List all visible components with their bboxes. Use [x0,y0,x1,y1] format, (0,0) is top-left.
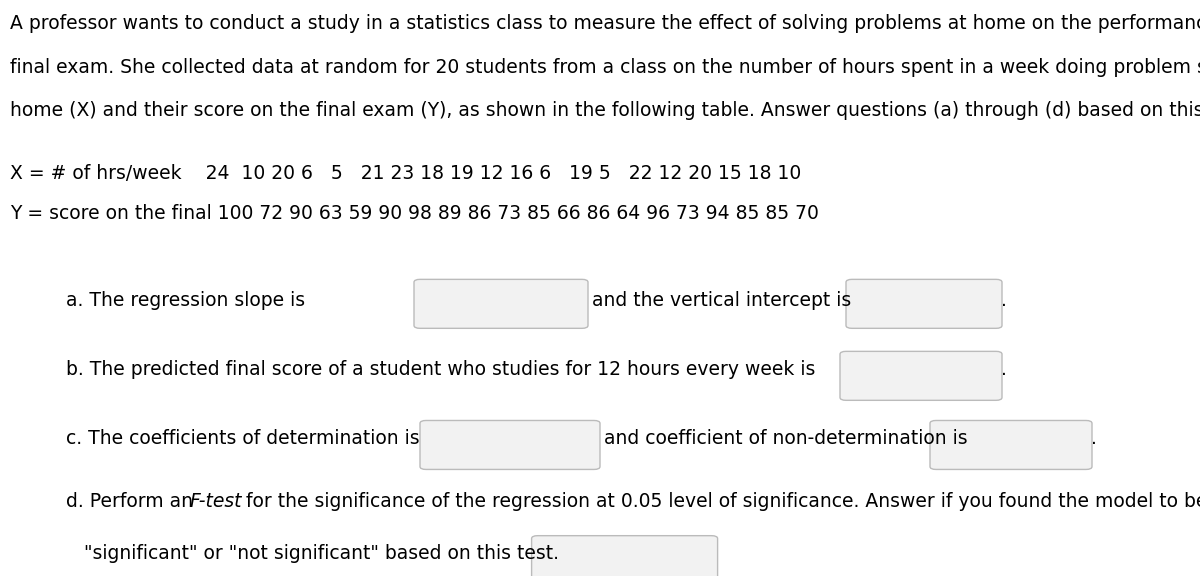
Text: X = # of hrs/week    24  10 20 6   5   21 23 18 19 12 16 6   19 5   22 12 20 15 : X = # of hrs/week 24 10 20 6 5 21 23 18 … [10,164,800,183]
FancyBboxPatch shape [532,536,718,576]
FancyBboxPatch shape [840,351,1002,400]
Text: a. The regression slope is: a. The regression slope is [66,291,305,310]
Text: "significant" or "not significant" based on this test.: "significant" or "not significant" based… [66,544,559,563]
Text: and the vertical intercept is: and the vertical intercept is [592,291,851,310]
Text: .: . [1001,291,1007,310]
Text: b. The predicted final score of a student who studies for 12 hours every week is: b. The predicted final score of a studen… [66,360,815,379]
Text: A professor wants to conduct a study in a statistics class to measure the effect: A professor wants to conduct a study in … [10,14,1200,33]
Text: F-test: F-test [190,492,242,511]
Text: .: . [1001,360,1007,379]
Text: final exam. She collected data at random for 20 students from a class on the num: final exam. She collected data at random… [10,58,1200,77]
Text: home (X) and their score on the final exam (Y), as shown in the following table.: home (X) and their score on the final ex… [10,101,1200,120]
FancyBboxPatch shape [930,420,1092,469]
FancyBboxPatch shape [846,279,1002,328]
Text: Y = score on the final 100 72 90 63 59 90 98 89 86 73 85 66 86 64 96 73 94 85 85: Y = score on the final 100 72 90 63 59 9… [10,204,818,223]
Text: and coefficient of non-determination is: and coefficient of non-determination is [604,429,967,448]
FancyBboxPatch shape [414,279,588,328]
FancyBboxPatch shape [420,420,600,469]
Text: d. Perform an: d. Perform an [66,492,199,511]
Text: c. The coefficients of determination is: c. The coefficients of determination is [66,429,420,448]
Text: for the significance of the regression at 0.05 level of significance. Answer if : for the significance of the regression a… [240,492,1200,511]
Text: .: . [1091,429,1097,448]
